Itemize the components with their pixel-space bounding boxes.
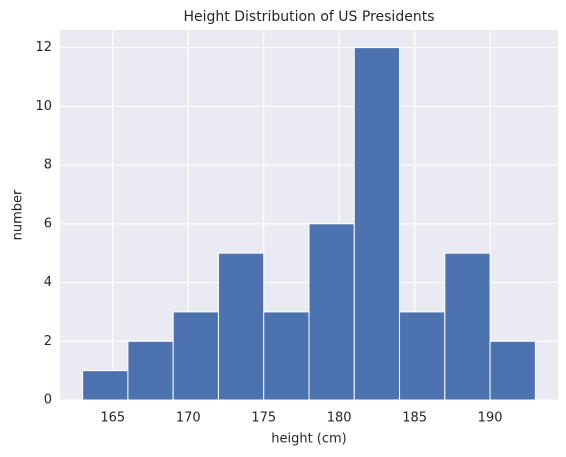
y-tick-label: 6 — [44, 216, 52, 231]
y-tick-label: 12 — [35, 40, 52, 55]
bar — [172, 311, 219, 401]
x-tick-label: 170 — [176, 411, 201, 426]
x-tick-label: 185 — [402, 411, 427, 426]
y-tick-label: 2 — [44, 334, 52, 349]
x-tick-label: 175 — [251, 411, 276, 426]
bar — [127, 340, 174, 401]
bar — [308, 223, 355, 401]
bar — [217, 252, 265, 401]
y-tick-label: 10 — [35, 99, 52, 114]
y-tick-label: 8 — [44, 158, 52, 173]
x-tick-label: 190 — [478, 411, 503, 426]
bar — [489, 340, 536, 401]
x-tick-label: 180 — [327, 411, 352, 426]
bar — [82, 370, 129, 401]
bar — [353, 47, 401, 401]
x-tick-label: 165 — [100, 411, 125, 426]
y-tick-label: 4 — [44, 275, 52, 290]
chart-title: Height Distribution of US Presidents — [184, 9, 435, 25]
y-tick-label: 0 — [44, 393, 52, 408]
x-axis-label: height (cm) — [271, 432, 347, 447]
bar — [444, 252, 491, 401]
bar — [399, 311, 446, 401]
bar — [263, 311, 310, 401]
y-axis-label: number — [11, 189, 26, 240]
